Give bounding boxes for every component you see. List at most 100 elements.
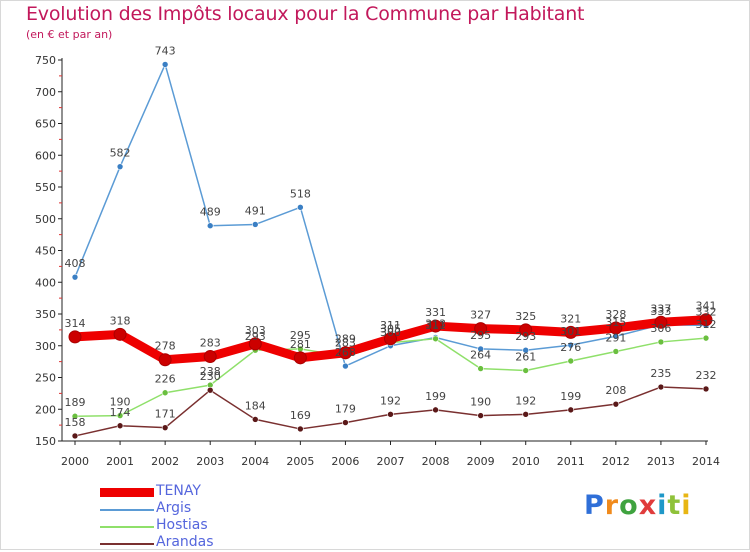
data-point-tenay [68, 330, 82, 344]
data-label-tenay: 314 [65, 317, 86, 330]
data-point-hostias [702, 334, 710, 342]
y-tick-label: 550 [35, 181, 56, 194]
data-label-arandas: 169 [290, 409, 311, 422]
x-tick-label: 2014 [692, 455, 720, 468]
legend-label-hostias: Hostias [156, 517, 208, 533]
data-label-tenay: 321 [560, 312, 581, 325]
x-tick-label: 2011 [557, 455, 585, 468]
x-tick-label: 2008 [422, 455, 450, 468]
data-label-tenay: 318 [110, 314, 131, 327]
data-point-arandas [387, 411, 394, 418]
data-label-argis: 408 [65, 257, 86, 270]
data-point-argis [477, 345, 484, 353]
x-tick-label: 2005 [286, 455, 314, 468]
data-label-tenay: 283 [200, 337, 221, 350]
data-label-tenay: 311 [380, 319, 401, 332]
data-label-argis: 491 [245, 204, 266, 217]
data-label-arandas: 199 [560, 390, 581, 403]
data-label-hostias: 261 [515, 351, 536, 364]
data-label-hostias: 291 [605, 331, 626, 344]
data-point-arandas [432, 406, 439, 414]
data-label-argis: 743 [155, 44, 176, 57]
data-point-arandas [522, 411, 530, 418]
data-label-hostias: 295 [290, 329, 311, 342]
data-point-arandas [477, 412, 484, 419]
data-label-hostias: 189 [65, 396, 86, 409]
chart-title: Evolution des Impôts locaux pour la Comm… [26, 3, 585, 25]
data-label-hostias: 306 [650, 322, 671, 335]
x-tick-label: 2002 [151, 455, 179, 468]
data-label-argis: 332 [696, 305, 717, 318]
data-point-argis [206, 222, 214, 230]
legend-label-argis: Argis [156, 500, 192, 516]
data-label-arandas: 184 [245, 399, 266, 412]
logo-letter: P [584, 490, 605, 521]
legend-swatch-arandas [100, 543, 154, 545]
data-label-argis: 489 [200, 206, 221, 219]
data-point-hostias [432, 335, 439, 343]
x-tick-label: 2013 [647, 455, 675, 468]
logo-letter: r [604, 490, 620, 521]
chart-subtitle: (en € et par an) [26, 28, 113, 41]
data-point-arandas [251, 416, 259, 423]
x-tick-label: 2006 [331, 455, 359, 468]
data-point-hostias [71, 412, 79, 420]
x-tick-label: 2010 [512, 455, 540, 468]
y-tick-label: 500 [35, 213, 56, 226]
y-tick-label: 650 [35, 118, 56, 131]
data-label-argis: 300 [380, 326, 401, 339]
data-label-hostias: 293 [245, 330, 266, 343]
data-label-hostias: 311 [425, 319, 446, 332]
logo-letter: x [638, 490, 658, 521]
y-tick-label: 150 [35, 435, 56, 448]
data-point-tenay [203, 350, 217, 364]
data-point-argis [342, 362, 349, 370]
data-label-arandas: 235 [650, 367, 671, 380]
data-point-tenay [609, 321, 623, 335]
data-label-hostias: 283 [335, 337, 356, 350]
data-label-arandas: 179 [335, 403, 356, 416]
legend-label-tenay: TENAY [156, 483, 201, 499]
data-point-hostias [612, 348, 620, 355]
y-tick-label: 750 [35, 54, 56, 67]
proxiti-logo: Proxiti [584, 490, 692, 521]
y-tick-label: 450 [35, 245, 56, 258]
y-tick-label: 700 [35, 86, 56, 99]
y-tick-label: 250 [35, 372, 56, 385]
legend-swatch-argis [100, 509, 154, 511]
data-point-arandas [71, 432, 79, 440]
data-point-hostias [657, 338, 665, 346]
logo-letter: i [681, 490, 692, 521]
data-label-arandas: 208 [605, 384, 626, 397]
data-point-tenay [158, 353, 172, 367]
data-point-tenay [384, 332, 397, 346]
data-label-tenay: 281 [290, 338, 311, 351]
data-point-argis [522, 346, 530, 354]
data-point-argis [567, 341, 575, 349]
data-label-tenay: 328 [605, 308, 626, 321]
data-point-hostias [161, 389, 169, 397]
data-point-arandas [297, 425, 304, 433]
data-point-hostias [567, 357, 575, 365]
data-label-hostias: 312 [696, 318, 717, 331]
legend-swatch-tenay [100, 488, 154, 497]
data-point-tenay [248, 337, 262, 351]
data-label-arandas: 232 [696, 369, 717, 382]
data-point-arandas [612, 400, 620, 408]
data-label-tenay: 331 [425, 306, 446, 319]
logo-letter: t [667, 490, 682, 521]
data-point-hostias [116, 412, 124, 419]
logo-letter: i [657, 490, 668, 521]
data-label-tenay: 341 [696, 300, 717, 313]
data-label-argis: 333 [650, 305, 671, 318]
data-point-tenay [699, 313, 713, 327]
x-tick-label: 2012 [602, 455, 630, 468]
data-point-arandas [206, 386, 214, 394]
x-tick-label: 2007 [377, 455, 405, 468]
y-tick-label: 600 [35, 149, 56, 162]
legend-swatch-hostias [100, 526, 154, 528]
data-point-arandas [116, 422, 124, 430]
data-label-tenay: 327 [470, 309, 491, 322]
